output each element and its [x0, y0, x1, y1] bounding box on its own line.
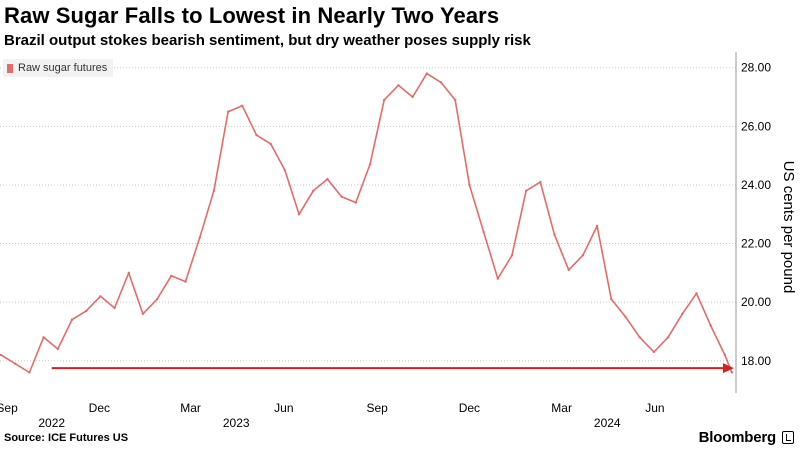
- data-point: [453, 98, 457, 102]
- legend: Raw sugar futures: [3, 59, 114, 77]
- x-year-label: 2023: [223, 416, 250, 430]
- data-point: [368, 163, 372, 166]
- data-point: [695, 292, 698, 295]
- y-tick-label: 20.00: [741, 295, 771, 309]
- data-point: [28, 371, 31, 374]
- data-point: [226, 110, 230, 113]
- data-point: [666, 336, 670, 339]
- data-point: [439, 81, 443, 84]
- data-point: [326, 177, 329, 181]
- data-point: [468, 183, 471, 187]
- data-point: [56, 347, 59, 351]
- data-point: [539, 180, 542, 184]
- data-point: [553, 233, 556, 236]
- brand-logo: Bloomberg: [698, 429, 777, 446]
- y-tick-label: 28.00: [741, 61, 771, 75]
- data-point: [681, 312, 684, 316]
- x-tick-label: Jun: [645, 401, 664, 415]
- data-point: [397, 84, 400, 87]
- x-tick-label: Sep: [0, 401, 18, 415]
- y-tick-label: 22.00: [741, 237, 771, 251]
- y-axis-label: US cents per pound: [780, 161, 797, 294]
- data-point: [610, 298, 613, 301]
- x-tick-label: Mar: [180, 401, 201, 415]
- data-point: [141, 312, 145, 316]
- data-point: [624, 315, 627, 319]
- x-year-label: 2022: [38, 416, 65, 430]
- x-tick-label: Jun: [274, 401, 293, 415]
- data-point: [283, 169, 287, 172]
- data-point: [84, 309, 88, 313]
- data-point: [411, 95, 414, 99]
- chart-subtitle: Brazil output stokes bearish sentiment, …: [4, 32, 531, 49]
- x-tick-label: Sep: [366, 401, 388, 415]
- data-point: [113, 306, 116, 310]
- data-point: [510, 254, 514, 257]
- data-point: [354, 201, 358, 204]
- data-point: [155, 298, 159, 301]
- data-point: [0, 353, 3, 357]
- x-year-label: 2024: [594, 416, 621, 430]
- data-point: [70, 318, 74, 321]
- data-point: [340, 195, 343, 198]
- bloomberg-terminal-icon: [782, 431, 794, 444]
- data-point: [269, 142, 272, 146]
- source-note: Source: ICE Futures US: [4, 432, 129, 444]
- x-tick-label: Dec: [459, 401, 480, 415]
- data-point: [709, 324, 712, 327]
- legend-swatch: [7, 63, 13, 73]
- x-tick-label: Mar: [551, 401, 572, 415]
- data-point: [496, 277, 499, 280]
- data-point: [198, 236, 201, 239]
- series-line: [0, 72, 733, 374]
- data-point: [312, 189, 315, 192]
- data-point: [127, 271, 130, 275]
- data-point: [638, 336, 641, 339]
- data-point: [581, 254, 585, 257]
- data-point: [723, 353, 727, 357]
- data-point: [241, 104, 244, 108]
- data-point: [524, 189, 528, 192]
- y-tick-label: 26.00: [741, 119, 771, 133]
- data-point: [730, 371, 734, 374]
- data-point: [383, 98, 386, 102]
- y-tick-label: 24.00: [741, 178, 771, 192]
- chart-title: Raw Sugar Falls to Lowest in Nearly Two …: [4, 3, 500, 28]
- data-point: [212, 189, 216, 192]
- y-tick-label: 18.00: [741, 354, 771, 368]
- data-point: [184, 280, 187, 283]
- data-point: [425, 72, 428, 75]
- data-point: [255, 133, 258, 137]
- data-point: [14, 362, 17, 365]
- legend-label: Raw sugar futures: [18, 62, 108, 74]
- data-point: [595, 224, 599, 228]
- annotation-arrow-head: [722, 363, 734, 374]
- data-point: [170, 274, 173, 277]
- data-point: [567, 268, 570, 272]
- data-point: [482, 230, 485, 234]
- data-point: [99, 295, 102, 298]
- data-point: [42, 336, 45, 339]
- data-point: [297, 213, 301, 216]
- x-tick-label: Dec: [89, 401, 110, 415]
- data-point: [652, 350, 656, 354]
